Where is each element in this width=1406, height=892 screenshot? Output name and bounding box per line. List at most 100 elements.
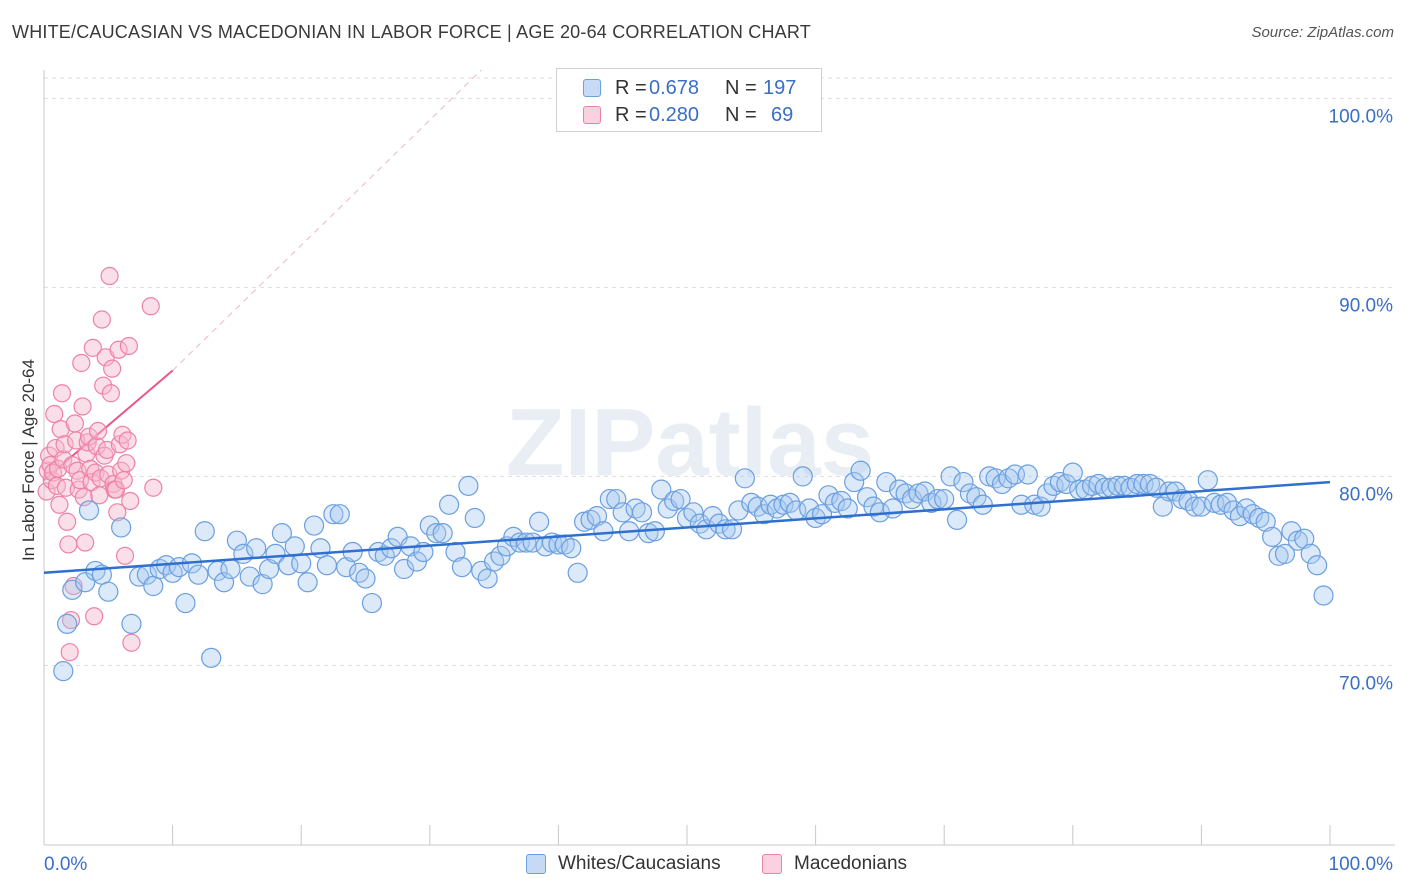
white-point <box>226 530 247 551</box>
white-point <box>201 647 222 668</box>
macedonian-point <box>100 266 119 286</box>
macedonian-point <box>101 384 120 403</box>
watermark: ZIPatlas <box>506 389 874 496</box>
macedonian-point <box>70 471 90 490</box>
macedonian-point <box>52 384 72 403</box>
white-point <box>1313 585 1334 606</box>
bottom-legend-label: Whites/Caucasians <box>558 853 721 874</box>
bottom-legend-label: Macedonians <box>794 853 908 874</box>
white-point <box>368 541 389 563</box>
white-point <box>188 564 209 585</box>
white-point <box>792 466 813 487</box>
white-point <box>53 660 74 682</box>
legend-r-label: R = <box>615 77 647 99</box>
macedonian-point <box>88 421 108 441</box>
white-point <box>503 526 524 547</box>
white-point <box>953 471 974 493</box>
white-point <box>1249 507 1270 529</box>
white-point <box>940 466 961 487</box>
chart-source: Source: ZipAtlas.com <box>1251 24 1394 41</box>
x-tick-label: 100.0% <box>1329 854 1394 875</box>
white-point <box>111 517 132 538</box>
y-tick-label: 100.0% <box>1329 106 1394 127</box>
macedonian-point <box>117 454 136 473</box>
white-point <box>850 460 871 481</box>
correlation-legend: R = 0.678 N = 197 R = 0.280 N = 69 <box>556 68 822 132</box>
white-point <box>921 492 942 513</box>
macedonian-point <box>78 433 97 452</box>
white-point <box>1017 464 1038 485</box>
white-point <box>972 494 993 515</box>
macedonian-point <box>92 310 111 329</box>
white-point <box>432 523 453 544</box>
white-point <box>1294 528 1315 549</box>
white-point <box>239 566 260 587</box>
macedonian-point <box>79 427 99 446</box>
white-point <box>728 500 749 521</box>
macedonian-point <box>60 643 79 662</box>
white-point <box>1062 462 1083 483</box>
white-point <box>959 483 981 504</box>
macedonian-point <box>144 478 163 497</box>
macedonian-point <box>49 459 68 478</box>
white-point <box>882 498 903 519</box>
x-tick-label: 0.0% <box>44 854 87 875</box>
white-point <box>329 504 350 525</box>
white-point <box>143 575 164 597</box>
white-point <box>62 579 83 600</box>
white-point <box>258 558 280 580</box>
white-point <box>297 572 318 593</box>
macedonian-point <box>121 491 140 511</box>
white-point <box>1197 470 1218 491</box>
white-point <box>303 515 325 536</box>
white-point <box>451 557 473 578</box>
macedonian-point <box>59 535 78 554</box>
macedonian-point <box>94 376 113 395</box>
macedonian-point <box>87 437 106 456</box>
white-point <box>1184 496 1206 517</box>
white-point <box>1300 543 1321 565</box>
white-point <box>1139 473 1161 495</box>
white-point <box>1274 543 1296 565</box>
white-point <box>445 541 466 563</box>
macedonian-point <box>119 336 138 356</box>
white-point <box>220 558 241 580</box>
white-point <box>1056 473 1077 495</box>
macedonian-point <box>108 503 127 522</box>
white-point <box>477 568 498 589</box>
white-point <box>78 500 100 521</box>
white-point <box>631 502 653 523</box>
white-point <box>98 581 119 602</box>
white-point <box>323 504 344 525</box>
white-point <box>734 468 755 489</box>
macedonian-point <box>106 480 126 499</box>
white-point <box>599 488 620 510</box>
macedonian-point <box>109 340 128 359</box>
white-point <box>548 534 569 555</box>
white-point <box>1262 526 1283 547</box>
white-point <box>670 488 691 510</box>
white-point <box>998 468 1019 489</box>
white-point <box>567 562 588 583</box>
legend-n-value: 197 <box>763 77 797 99</box>
macedonian-point <box>54 450 73 469</box>
legend-r-label: R = <box>615 104 647 126</box>
x-tick-labels: 0.0% 100.0% <box>44 854 1393 875</box>
white-point <box>348 562 370 583</box>
white-point <box>271 523 293 544</box>
macedonian-point <box>45 404 64 424</box>
white-point <box>1133 473 1154 495</box>
white-point <box>252 574 273 595</box>
white-point <box>426 523 447 544</box>
macedonian-point <box>115 546 135 565</box>
white-point <box>355 568 376 589</box>
macedonian-point <box>42 471 61 490</box>
white-point <box>946 509 968 530</box>
white-point <box>175 592 196 614</box>
macedonian-point <box>85 607 104 626</box>
white-point <box>561 538 582 559</box>
macedonian-point <box>122 633 141 652</box>
white-point <box>1307 555 1328 576</box>
macedonian-point <box>118 431 137 450</box>
legend-n-value: 69 <box>771 104 794 126</box>
